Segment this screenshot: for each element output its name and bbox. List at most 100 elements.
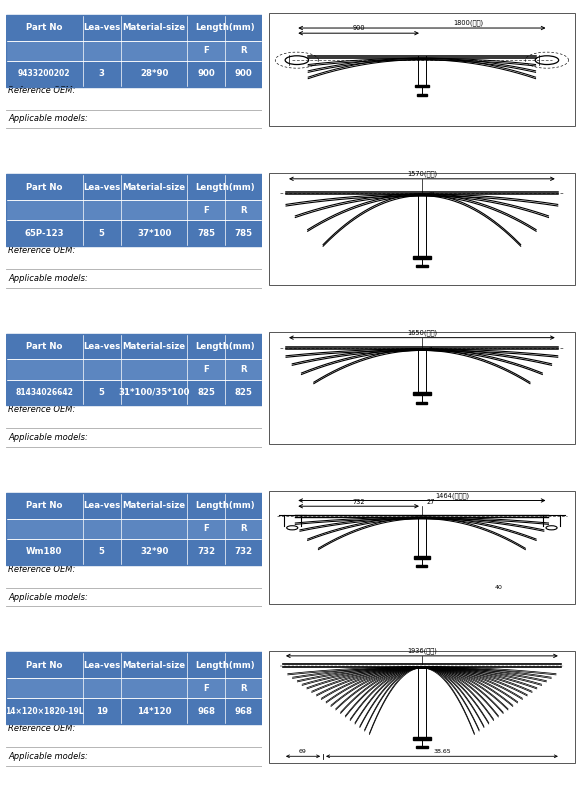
Text: 19: 19 [96,707,108,716]
Bar [6,334,262,359]
Text: 7: 7 [429,347,432,351]
Text: Lea-ves: Lea-ves [83,342,121,351]
Text: 40: 40 [495,585,503,591]
Bar [6,653,262,678]
Text: Wm180: Wm180 [26,548,62,556]
Text: 1464(伸直长): 1464(伸直长) [436,493,470,499]
Text: 5: 5 [99,388,105,397]
Bar [6,15,262,41]
Text: 28*90: 28*90 [140,69,168,78]
Text: Part No: Part No [26,342,62,351]
Bar [413,736,430,740]
Text: Length(mm): Length(mm) [195,23,255,32]
Bar [413,256,431,259]
Bar [6,15,262,87]
Text: F: F [203,365,209,374]
Text: Material-size: Material-size [123,342,186,351]
Text: 31: 31 [429,192,436,197]
Text: Lea-ves: Lea-ves [83,501,121,510]
Bar [413,392,430,395]
Text: 1570(总长): 1570(总长) [407,170,437,176]
Text: Reference OEM:: Reference OEM: [8,245,76,255]
Bar [6,359,262,379]
Text: 14*120: 14*120 [137,707,172,716]
Text: Material-size: Material-size [123,23,186,32]
Text: R: R [240,365,246,374]
Text: 9433200202: 9433200202 [18,69,71,78]
Text: R: R [240,684,246,693]
Bar [6,539,262,565]
Text: Material-size: Material-size [123,183,186,191]
Text: 900: 900 [352,26,365,31]
Text: Part No: Part No [26,661,62,669]
Text: F: F [203,684,209,693]
Text: Length(mm): Length(mm) [195,501,255,510]
Text: R: R [240,524,246,533]
Text: 732: 732 [197,548,215,556]
Text: Part No: Part No [26,501,62,510]
Text: 81434026642: 81434026642 [15,388,73,397]
Text: 1650(总长): 1650(总长) [407,329,437,336]
Bar [6,334,262,406]
Text: 732: 732 [234,548,252,556]
Bar [6,175,262,246]
Text: 5: 5 [99,548,105,556]
Text: 1800(总长): 1800(总长) [453,19,483,26]
Text: Length(mm): Length(mm) [195,342,255,351]
Text: 900: 900 [197,69,215,78]
Bar [416,746,428,748]
Text: Part No: Part No [26,183,62,191]
Bar [6,653,262,724]
Text: Length(mm): Length(mm) [195,661,255,669]
Text: 14×120×1820-19L: 14×120×1820-19L [5,707,83,716]
Text: 37*100: 37*100 [137,229,172,238]
Text: Reference OEM:: Reference OEM: [8,86,76,96]
Text: 38.65: 38.65 [433,748,451,754]
Bar [6,493,262,519]
Text: 785: 785 [234,229,252,238]
Bar [416,348,427,350]
Text: 32*90: 32*90 [140,548,168,556]
Text: 825: 825 [234,388,252,397]
Text: R: R [240,46,246,55]
Text: 69: 69 [299,748,307,754]
Text: 968: 968 [197,707,215,716]
Bar [416,402,427,404]
Text: F: F [203,524,209,533]
Text: Applicable models:: Applicable models: [8,433,88,442]
Text: Part No: Part No [26,23,62,32]
Bar [415,85,429,87]
Text: Lea-ves: Lea-ves [83,183,121,191]
Text: 65P-123: 65P-123 [25,229,64,238]
Text: Applicable models:: Applicable models: [8,114,88,124]
Bar [6,200,262,220]
Text: 3: 3 [99,69,105,78]
Bar [416,265,428,268]
Text: 27: 27 [426,499,435,505]
Text: F: F [203,46,209,55]
Bar [417,94,426,96]
Text: 785: 785 [197,229,215,238]
Text: F: F [203,206,209,214]
Text: Material-size: Material-size [123,661,186,669]
Bar [6,41,262,61]
Text: Applicable models:: Applicable models: [8,592,88,602]
Text: R: R [240,206,246,214]
Text: 31*100/35*100: 31*100/35*100 [119,388,190,397]
Bar [6,175,262,200]
Bar [6,698,262,724]
Text: Applicable models:: Applicable models: [8,752,88,761]
Bar [414,556,430,559]
Text: Material-size: Material-size [123,501,186,510]
Text: Reference OEM:: Reference OEM: [8,405,76,414]
Text: 1936(总长): 1936(总长) [407,647,437,654]
Bar [416,565,427,567]
Bar [6,220,262,246]
Text: Length(mm): Length(mm) [195,183,255,191]
Text: 968: 968 [234,707,252,716]
Bar [6,61,262,87]
Bar [6,678,262,698]
Bar [6,379,262,406]
Text: 825: 825 [197,388,215,397]
Text: Reference OEM:: Reference OEM: [8,564,76,574]
